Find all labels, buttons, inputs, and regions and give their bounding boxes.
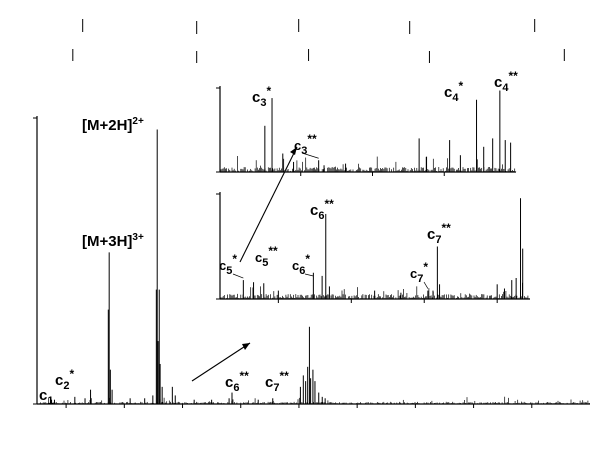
ion-label: c3** [294,132,317,157]
ion-label: c7** [427,221,451,246]
ion-name: c [55,372,63,389]
inset-top-spectrum: c3*c3**c4* c4** [216,69,518,176]
peaks [242,198,524,299]
ion-name: c [255,250,262,265]
zoom-arrow-lower [191,342,251,382]
ion-subscript: 1 [47,395,53,407]
ion-superscript: * [458,79,463,93]
ion-superscript: * [69,367,74,381]
ion-subscript: 6 [299,265,305,277]
ion-name: c [310,202,318,219]
ion-name: c [252,89,260,106]
ion-label: c6** [310,197,334,222]
zoom-arrow-upper [239,146,298,263]
ion-pointer [304,273,314,277]
ion-label: c5** [255,244,278,269]
ion-label: c4* [444,79,463,104]
ion-name: c [410,266,417,281]
ion-subscript: 4 [452,92,459,104]
ion-charge: 2+ [132,116,144,127]
ion-superscript: ** [268,244,278,258]
peptide-structures [72,19,565,63]
ion-subscript: 3 [260,97,266,109]
ion-label: [M+3H]3+ [82,232,144,250]
ion-name: [M+3H] [82,233,132,250]
ion-label: c1 [39,387,53,407]
ion-name: c [494,74,502,91]
ion-superscript: ** [441,221,451,235]
ion-label: c2* [55,367,74,392]
ion-subscript: 4 [502,82,509,94]
baseline-noise [37,396,590,404]
ion-name: c [444,84,452,101]
ion-label: c7* [410,260,428,285]
ion-superscript: ** [324,197,334,211]
peaks [264,90,512,172]
ion-label: c6** [225,369,249,394]
ion-superscript: * [305,252,310,266]
ion-label: c4** [494,69,518,94]
ion-pointer [423,281,429,289]
peptide-4 [409,21,430,63]
ion-subscript: 6 [318,210,324,222]
ion-subscript: 7 [273,382,279,394]
ion-name: c [294,138,301,153]
ion-superscript: ** [279,369,289,383]
ion-subscript: 6 [233,382,239,394]
ion-name: c [225,374,233,391]
ion-pointer [301,152,319,159]
ion-name: c [265,374,273,391]
ion-subscript: 3 [301,145,307,157]
ion-superscript: ** [307,132,317,146]
ion-superscript: * [266,84,271,98]
zoom-arrows [191,146,298,382]
ion-label: c6* [292,252,310,277]
ion-superscript: ** [508,69,518,83]
ion-pointer [232,273,244,279]
peaks [51,129,326,404]
ion-subscript: 5 [226,265,232,277]
ion-name: c [219,258,226,273]
ion-superscript: ** [239,369,249,383]
ion-subscript: 7 [417,273,423,285]
ion-subscript: 5 [262,257,268,269]
zoom-arrow-lower-head [242,343,250,350]
zoom-arrow-upper-head [290,147,297,155]
ion-label: c3* [252,84,271,109]
ion-superscript: * [232,252,237,266]
ion-label: [M+2H]2+ [82,116,144,134]
peptide-1 [72,19,84,61]
peptide-5 [534,19,565,61]
ion-name: c [292,258,299,273]
ion-subscript: 7 [435,234,441,246]
ion-name: [M+2H] [82,117,132,134]
inset-bottom-spectrum: c5* c5**c6*c6**c7*c7** [216,192,530,303]
ion-charge: 3+ [132,232,144,243]
ion-superscript: * [423,260,428,274]
ion-subscript: 2 [63,380,69,392]
ion-label: c5* [219,252,237,277]
peptide-3 [298,19,310,61]
ion-label: c7** [265,369,289,394]
ion-name: c [39,387,47,404]
ion-name: c [427,226,435,243]
